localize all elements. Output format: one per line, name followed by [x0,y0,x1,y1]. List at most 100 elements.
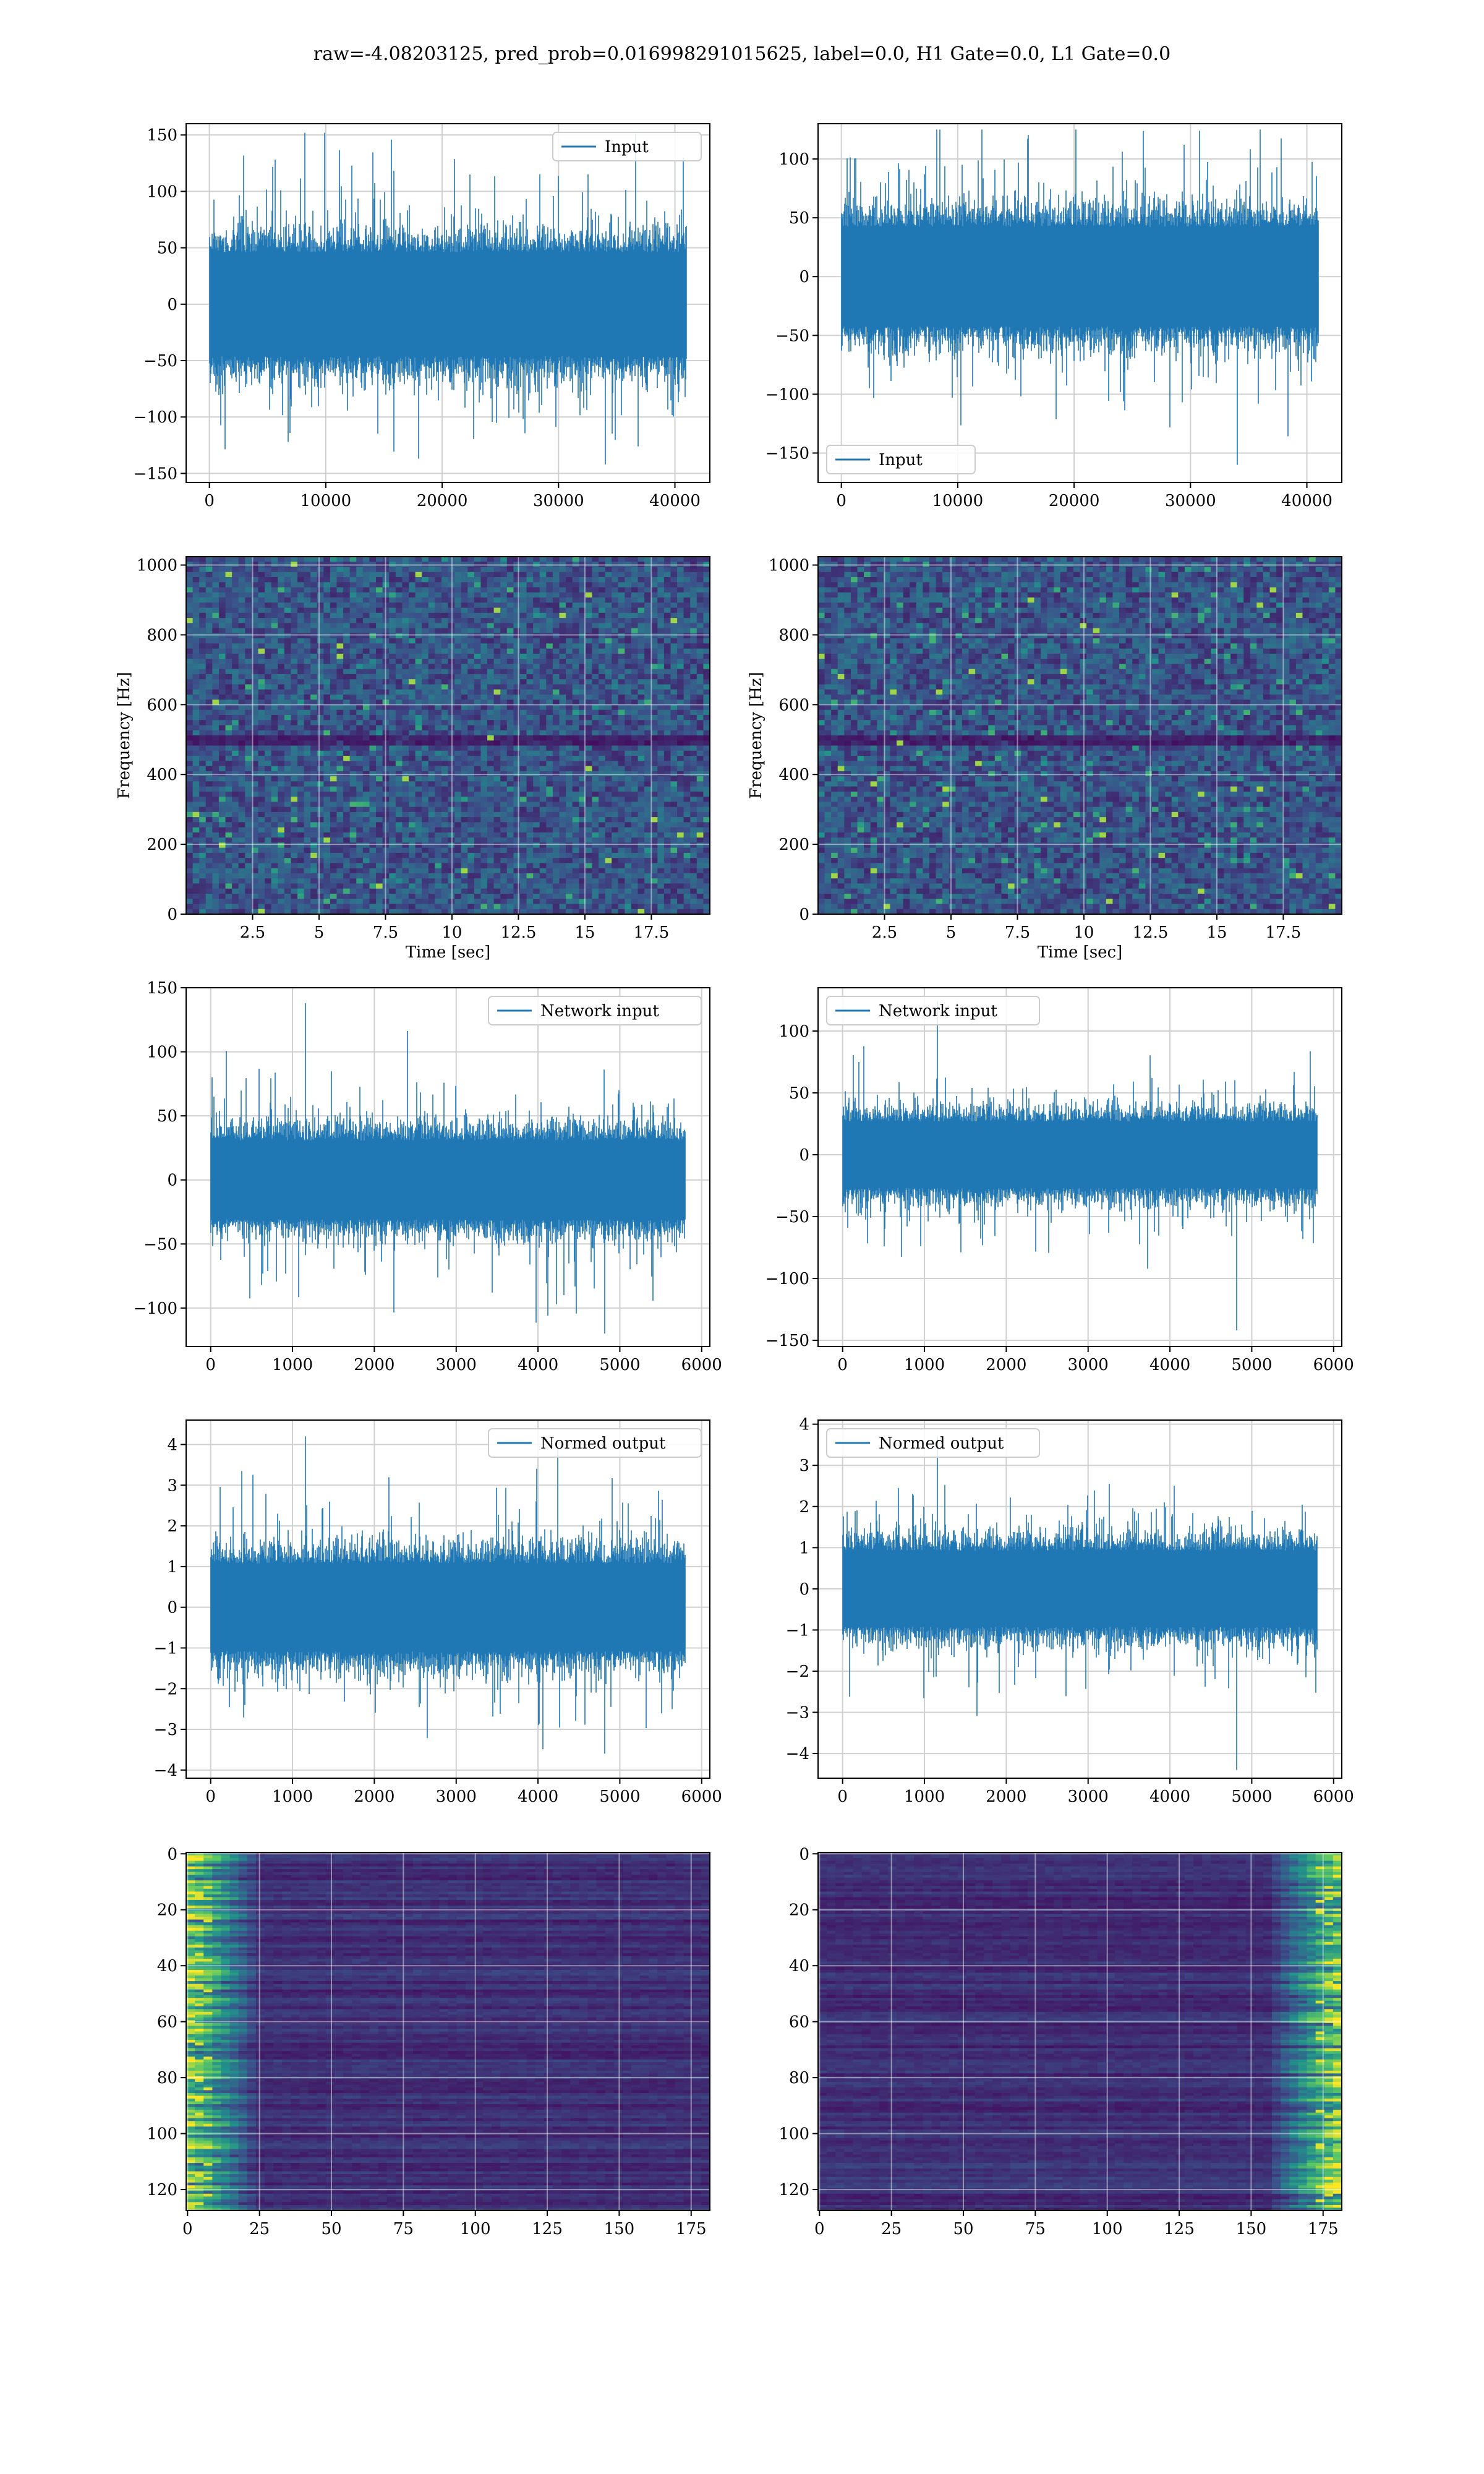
heatmap-cell [618,572,625,578]
heatmap-cell [546,633,553,639]
heatmap-cell [592,613,599,618]
heatmap-cell [317,613,324,618]
heatmap-cell [389,593,396,598]
heatmap-cell [605,628,612,634]
heatmap-cell [703,608,710,614]
heatmap-cell [507,608,514,614]
heatmap-cell [599,602,605,608]
heatmap-cell [245,638,252,644]
heatmap-cell [670,618,677,623]
heatmap-cell [356,613,363,618]
heatmap-cell [245,588,252,593]
heatmap-cell [592,593,599,598]
heatmap-cell [546,638,553,644]
heatmap-cell [480,577,487,583]
heatmap-cell [441,557,448,562]
heatmap-cell [546,572,553,578]
heatmap-cell [513,638,520,644]
heatmap-cell [553,613,560,618]
heatmap-cell [467,638,474,644]
heatmap-cell [258,593,265,598]
heatmap-cell [278,638,284,644]
heatmap-cell [278,628,284,634]
heatmap-cell [454,593,461,598]
heatmap-cell [435,567,441,573]
heatmap-cell [527,597,534,603]
heatmap-cell [422,572,429,578]
heatmap-cell [631,608,638,614]
heatmap-cell [206,593,213,598]
heatmap-cell [206,567,213,573]
heatmap-cell [291,557,297,562]
heatmap-cell [356,588,363,593]
heatmap-cell [409,588,416,593]
heatmap-cell [369,628,376,634]
heatmap-cell [265,597,271,603]
heatmap-cell [664,602,671,608]
heatmap-cell [271,593,278,598]
heatmap-cell [422,608,429,614]
heatmap-cell [199,593,206,598]
heatmap-cell [553,618,560,623]
heatmap-cell [638,618,645,623]
heatmap-cell [586,638,592,644]
heatmap-cell [467,582,474,588]
heatmap-cell [592,597,599,603]
heatmap-cell [638,593,645,598]
heatmap-cell [212,643,219,649]
heatmap-cell [540,588,547,593]
heatmap-cell [304,602,311,608]
heatmap-cell [677,577,684,583]
heatmap-cell [527,593,534,598]
heatmap-cell [494,613,501,618]
heatmap-cell [422,593,429,598]
heatmap-cell [513,628,520,634]
heatmap-cell [219,572,226,578]
heatmap-cell [474,613,481,618]
heatmap-cell [310,618,317,623]
heatmap-cell [278,577,284,583]
heatmap-cell [500,567,507,573]
heatmap-cell [474,572,481,578]
heatmap-cell [507,588,514,593]
heatmap-cell [454,618,461,623]
heatmap-cell [323,633,330,639]
heatmap-cell [350,572,357,578]
heatmap-cell [245,628,252,634]
heatmap-cell [343,633,350,639]
heatmap-cell [363,633,370,639]
heatmap-cell [323,593,330,598]
x-tick-label: 40000 [1281,492,1333,510]
heatmap-cell [284,602,291,608]
heatmap-cell [310,608,317,614]
heatmap-cell [330,593,337,598]
heatmap-cell [323,588,330,593]
heatmap-cell [199,572,206,578]
heatmap-cell [677,593,684,598]
heatmap-cell [206,618,213,623]
heatmap-cell [323,623,330,628]
heatmap-cell [586,567,592,573]
heatmap-cell [356,582,363,588]
heatmap-cell [559,577,566,583]
heatmap-cell [507,602,514,608]
heatmap-cell [586,602,592,608]
heatmap-cell [586,597,592,603]
heatmap-cell [239,582,245,588]
heatmap-cell [461,613,468,618]
heatmap-cell [703,618,710,623]
heatmap-cell [278,608,284,614]
heatmap-cell [670,623,677,628]
heatmap-cell [664,582,671,588]
heatmap-cell [461,557,468,562]
heatmap-cell [422,567,429,573]
heatmap-cell [226,608,232,614]
heatmap-cell [416,628,422,634]
heatmap-cell [350,623,357,628]
heatmap-cell [573,572,579,578]
heatmap-cell [416,638,422,644]
heatmap-cell [540,608,547,614]
heatmap-cell [291,602,297,608]
heatmap-cell [657,597,664,603]
heatmap-cell [586,557,592,562]
